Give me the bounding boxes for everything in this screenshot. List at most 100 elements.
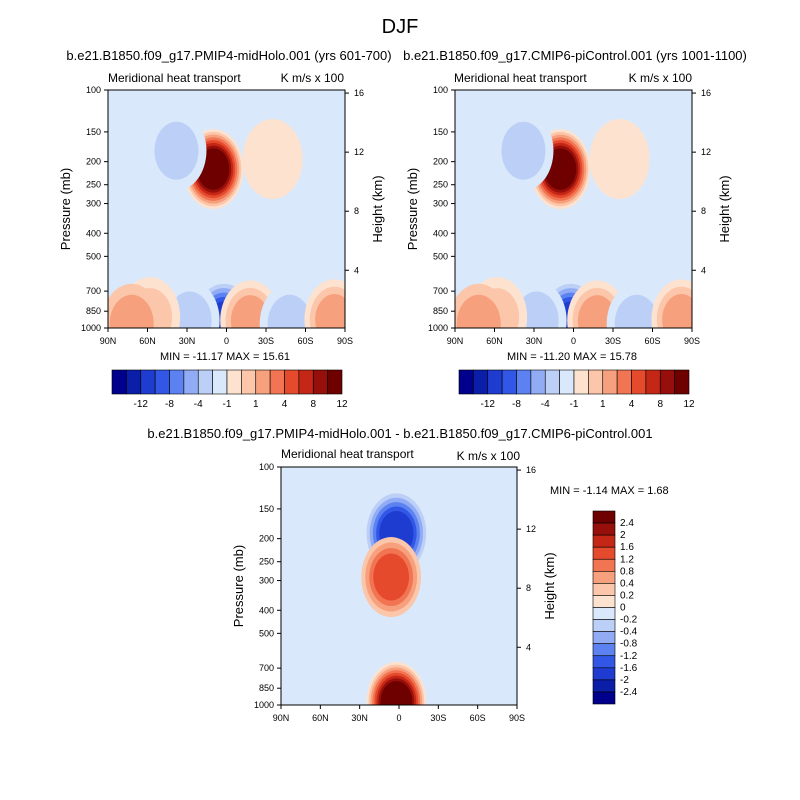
colorbar-label: 1 (253, 399, 259, 410)
y2-tick-label: 16 (354, 88, 364, 98)
contour-level (109, 294, 154, 328)
contour-feature (242, 119, 303, 200)
contour-level (501, 121, 546, 180)
contour-feature (589, 119, 650, 200)
colorbar-label: -2 (620, 675, 629, 686)
colorbar-box (226, 369, 242, 395)
y2-tick-label: 8 (526, 583, 531, 593)
panel-title: b.e21.B1850.f09_g17.PMIP4-midHolo.001 (y… (66, 48, 391, 63)
panel-title: b.e21.B1850.f09_g17.PMIP4-midHolo.001 - … (147, 426, 652, 441)
y-tick-label: 850 (86, 306, 101, 316)
colorbar-label: 0.8 (620, 566, 634, 577)
y2-tick-label: 16 (526, 465, 536, 475)
y-tick-label: 500 (433, 251, 448, 261)
colorbar-box (592, 546, 616, 560)
y-tick-label: 200 (433, 157, 448, 167)
y-tick-label: 100 (259, 462, 274, 472)
colorbar-box (269, 369, 285, 395)
colorbar-label: 1 (600, 399, 606, 410)
colorbar-box (645, 369, 661, 395)
colorbar-label: -4 (541, 399, 550, 410)
colorbar-label: 12 (683, 399, 695, 410)
panel-subtitle-right: K m/s x 100 (629, 71, 693, 85)
colorbar-label: 0.2 (620, 590, 634, 601)
stats-label: MIN = -1.14 MAX = 1.68 (550, 485, 669, 497)
colorbar-box (588, 369, 604, 395)
contour-feature (361, 537, 422, 618)
colorbar-box (458, 369, 474, 395)
y2-tick-label: 12 (354, 147, 364, 157)
y-tick-label: 300 (86, 199, 101, 209)
colorbar-box (327, 369, 343, 395)
colorbar: -12 -8 -4 -1 1 4 8 12 (458, 369, 695, 410)
x-tick-label: 90N (100, 336, 117, 346)
y-tick-label: 1000 (254, 700, 274, 710)
contour-plot (281, 467, 517, 705)
y2-tick-label: 16 (701, 88, 711, 98)
colorbar-label: 1.6 (620, 542, 634, 553)
colorbar-box (616, 369, 632, 395)
colorbar-label: 2.4 (620, 518, 634, 529)
colorbar-box (659, 369, 675, 395)
y-tick-label: 1000 (428, 323, 448, 333)
y-tick-label: 1000 (81, 323, 101, 333)
y-tick-label: 250 (433, 180, 448, 190)
contour-level (267, 294, 312, 328)
y-tick-label: 150 (86, 127, 101, 137)
contour-feature (366, 661, 427, 705)
axes: 90N 60N 30N 0 30S 60S 90S 100 150 200 250 300 400 500… (231, 462, 557, 723)
y-tick-label: 300 (433, 199, 448, 209)
colorbar-box (312, 369, 328, 395)
colorbar-box (631, 369, 647, 395)
colorbar-box (674, 369, 690, 395)
contour-plot (455, 90, 692, 328)
y-tick-label: 300 (259, 576, 274, 586)
contour-feature (493, 110, 554, 191)
colorbar-box (241, 369, 257, 395)
y-tick-label: 100 (86, 85, 101, 95)
colorbar-box (592, 667, 616, 681)
colorbar: 2.421.61.20.80.40.2 0-0.2-0.4-0.8-1.2-1.6… (592, 510, 638, 705)
x-tick-label: 60N (312, 713, 329, 723)
y2-tick-label: 4 (354, 265, 359, 275)
contour-level (315, 294, 345, 328)
colorbar: -12 -8 -4 -1 1 4 8 12 (111, 369, 348, 410)
colorbar-box (592, 571, 616, 584)
colorbar-label: -4 (194, 399, 203, 410)
y-tick-label: 500 (259, 628, 274, 638)
y-tick-label: 700 (86, 286, 101, 296)
contour-level (662, 294, 692, 328)
x-tick-label: 30N (526, 336, 543, 346)
contour-feature (146, 110, 207, 191)
colorbar-box (169, 369, 185, 395)
x-tick-label: 0 (224, 336, 229, 346)
y2-tick-label: 8 (701, 206, 706, 216)
contour-level (456, 294, 501, 328)
colorbar-box (592, 558, 616, 572)
colorbar-box (212, 369, 228, 395)
colorbar-box (197, 369, 213, 395)
colorbar-box (592, 522, 616, 536)
y-tick-label: 850 (259, 683, 274, 693)
colorbar-label: -8 (512, 399, 521, 410)
colorbar-box (559, 369, 575, 395)
y-tick-label: 700 (259, 663, 274, 673)
y-tick-label: 400 (433, 228, 448, 238)
x-tick-label: 60S (644, 336, 660, 346)
colorbar-box (487, 369, 503, 395)
x-tick-label: 0 (396, 713, 401, 723)
colorbar-box (544, 369, 560, 395)
colorbar-label: -1 (223, 399, 232, 410)
colorbar-label: 8 (657, 399, 663, 410)
colorbar-box (154, 369, 170, 395)
contour-level (614, 294, 659, 328)
panel-subtitle-right: K m/s x 100 (457, 449, 521, 463)
y2-axis-label: Height (km) (717, 175, 732, 242)
colorbar-label: 4 (629, 399, 635, 410)
colorbar-label: -8 (165, 399, 174, 410)
x-tick-label: 90S (509, 713, 525, 723)
y-axis-label: Pressure (mb) (405, 168, 420, 250)
colorbar-box (592, 595, 616, 608)
colorbar-label: -0.2 (620, 615, 638, 626)
